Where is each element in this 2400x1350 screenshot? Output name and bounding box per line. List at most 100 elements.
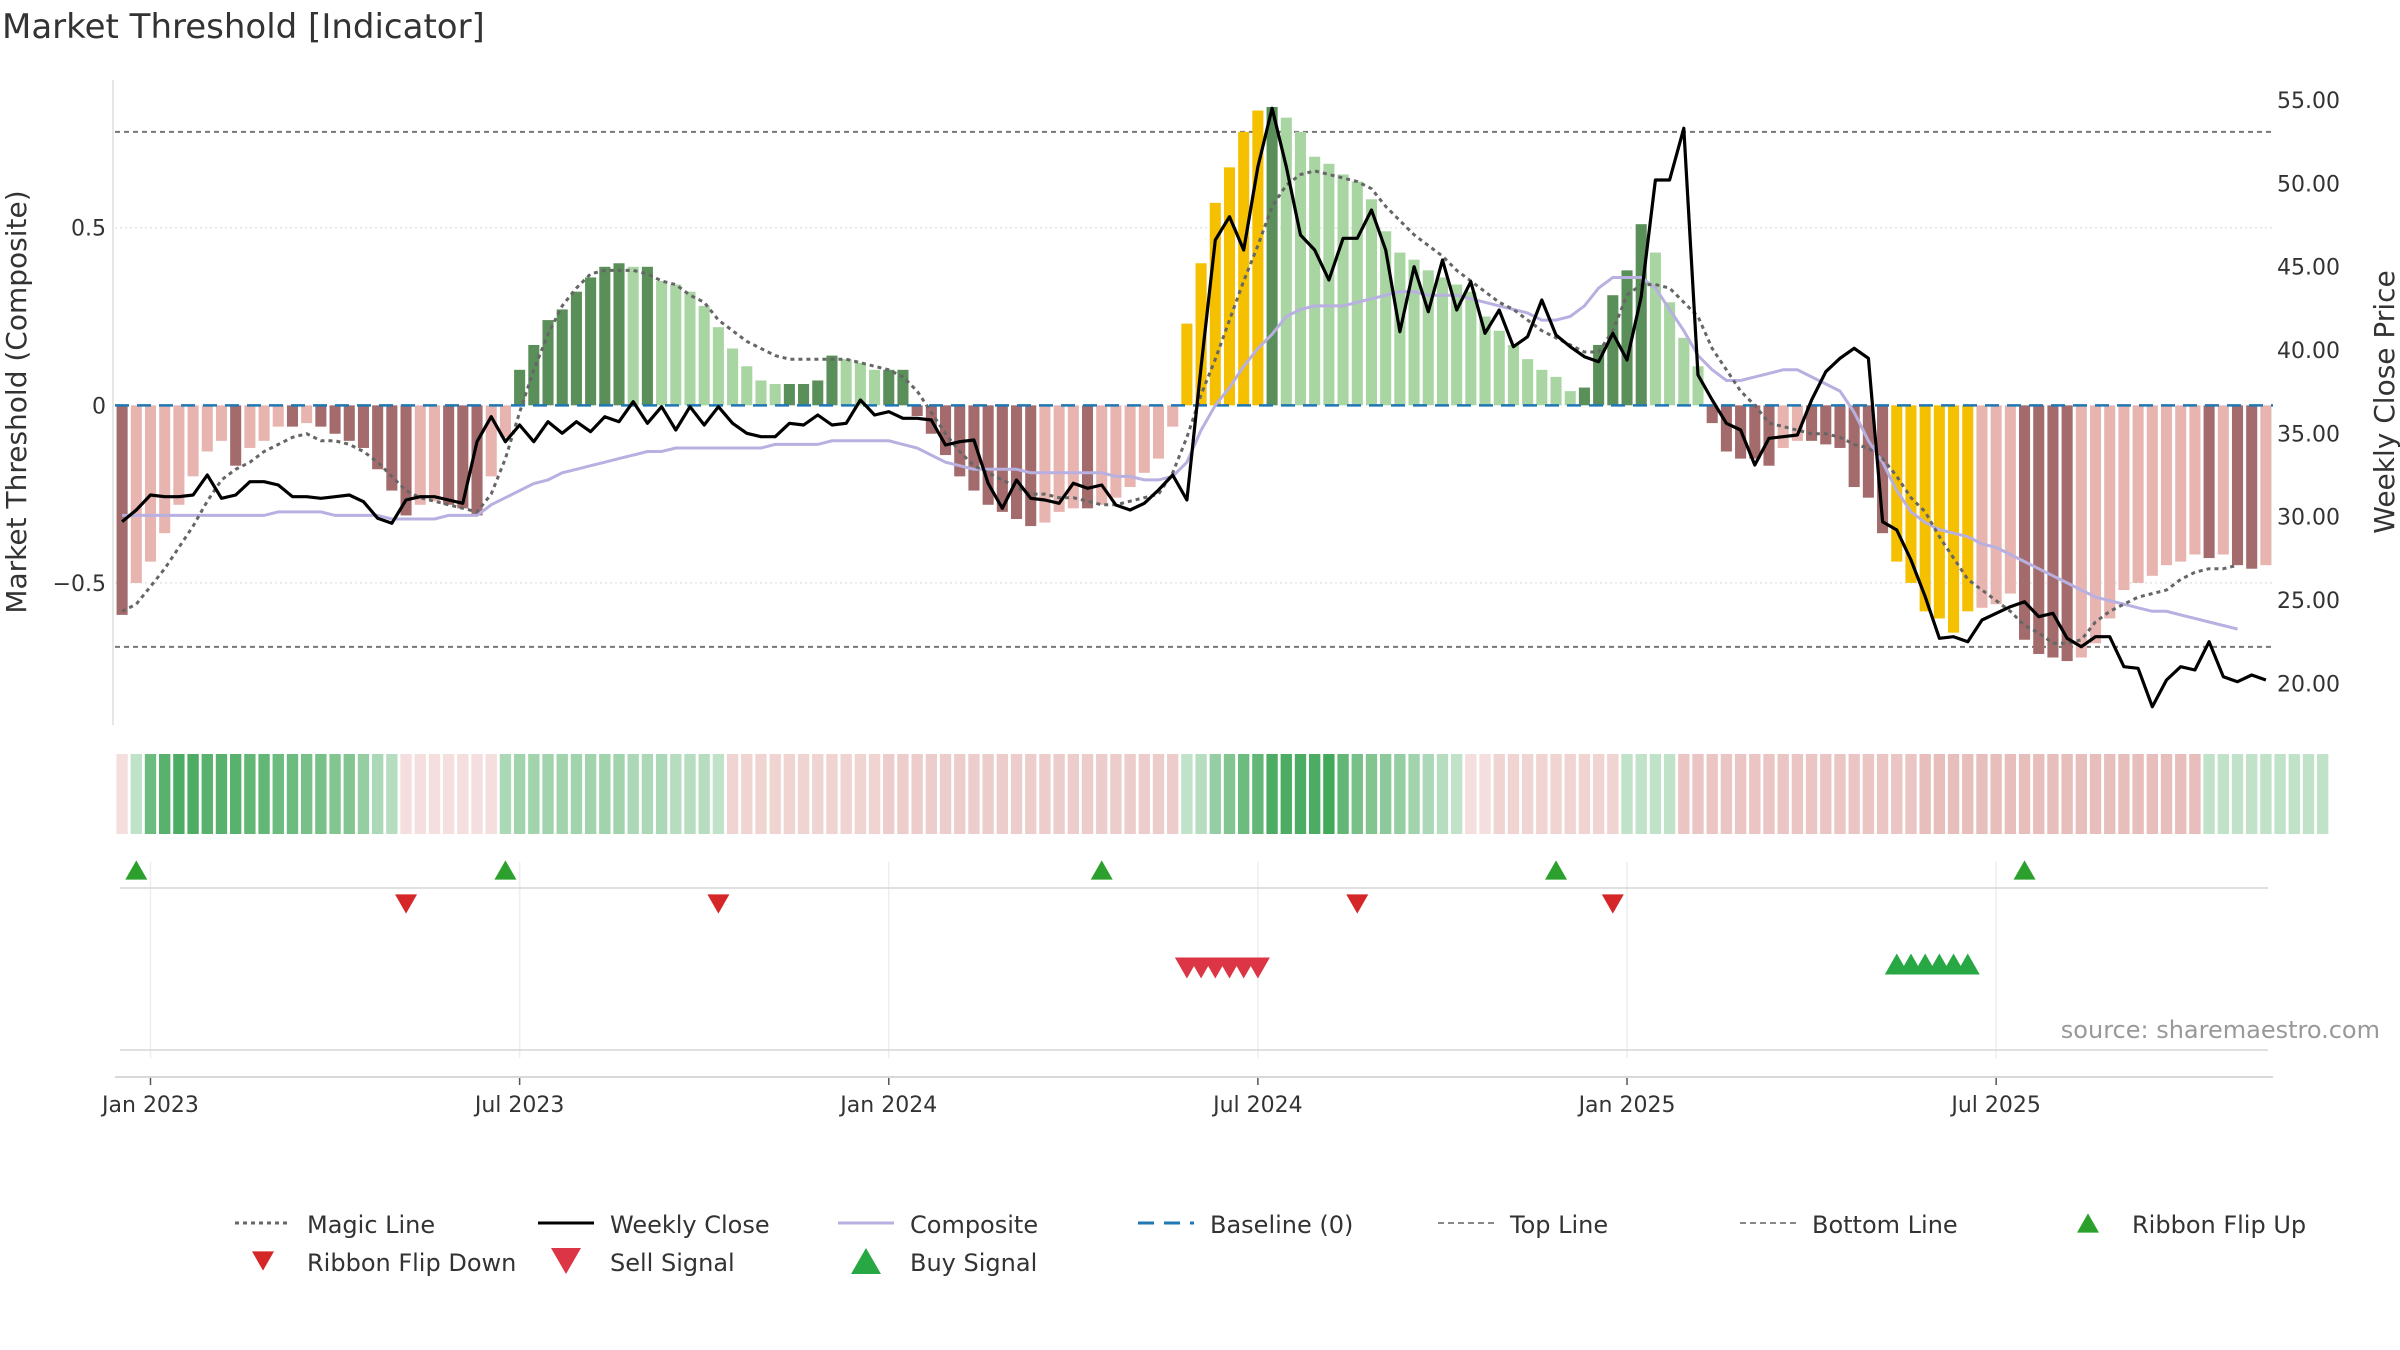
- ribbon-segment: [528, 754, 540, 834]
- ribbon-segment: [442, 754, 455, 834]
- composite-bar: [2104, 405, 2116, 619]
- source-note: source: sharemaestro.com: [2061, 1016, 2380, 1044]
- ribbon-segment: [1536, 754, 1548, 834]
- legend-label: Ribbon Flip Down: [307, 1249, 516, 1277]
- composite-bar: [1777, 405, 1789, 448]
- ribbon-segment: [599, 754, 611, 834]
- composite-bar: [159, 405, 171, 534]
- composite-bar: [301, 405, 313, 424]
- ribbon-flip-up-marker: [494, 860, 517, 880]
- ribbon-segment: [670, 754, 682, 834]
- ribbon-segment: [1138, 754, 1150, 834]
- y-tick-label-left: −0.5: [53, 572, 106, 597]
- ribbon-segment: [1876, 754, 1889, 834]
- ribbon-segment: [797, 754, 810, 834]
- ribbon-segment: [1820, 754, 1832, 834]
- ribbon-segment: [1720, 754, 1733, 834]
- ribbon-segment: [1905, 754, 1917, 834]
- composite-bar: [2189, 405, 2201, 555]
- ribbon-segment: [1465, 754, 1477, 834]
- ribbon-segment: [726, 754, 739, 834]
- y-tick-label-right: 55.00: [2277, 89, 2340, 114]
- composite-bar: [542, 320, 554, 406]
- ribbon-segment: [1323, 754, 1335, 834]
- composite-bar: [840, 359, 852, 406]
- composite-bar: [769, 384, 781, 406]
- composite-bar: [656, 281, 668, 406]
- ribbon-segment: [1351, 754, 1363, 834]
- legend-swatch: [252, 1251, 274, 1271]
- composite-bar: [258, 405, 270, 441]
- composite-bar: [1266, 106, 1278, 406]
- composite-bar: [1351, 181, 1363, 406]
- composite-bar: [1806, 405, 1818, 441]
- composite-bar: [272, 405, 284, 427]
- chart-title: Market Threshold [Indicator]: [2, 7, 485, 47]
- composite-bars: [116, 106, 2272, 662]
- composite-bar: [1181, 323, 1193, 406]
- ribbon-segment: [1834, 754, 1846, 834]
- legend-label: Baseline (0): [1210, 1211, 1353, 1239]
- composite-bar: [471, 405, 483, 516]
- ribbon-segment: [1450, 754, 1463, 834]
- ribbon-segment: [556, 754, 568, 834]
- ribbon-segment: [741, 754, 753, 834]
- ribbon-segment: [812, 754, 824, 834]
- ribbon-segment: [1252, 754, 1264, 834]
- ribbon-segment: [229, 754, 242, 834]
- ribbon-segment: [1294, 754, 1307, 834]
- ribbon-segment: [2047, 754, 2059, 834]
- legend-item: Sell Signal: [551, 1247, 735, 1277]
- ribbon-segment: [2175, 754, 2187, 834]
- buy-signal-marker: [1955, 953, 1980, 975]
- ribbon-segment: [2302, 754, 2315, 834]
- composite-bar: [1039, 405, 1051, 523]
- composite-bar: [357, 405, 369, 448]
- ribbon-segment: [1891, 754, 1903, 834]
- composite-bar: [1380, 231, 1392, 406]
- composite-bar: [414, 405, 426, 505]
- ribbon-segment: [272, 754, 284, 834]
- ribbon-segment: [1947, 754, 1960, 834]
- ribbon-segment: [1053, 754, 1065, 834]
- ribbon-segment: [201, 754, 213, 834]
- composite-bar: [968, 405, 980, 491]
- ribbon-segment: [1308, 754, 1321, 834]
- composite-bar: [1365, 199, 1378, 406]
- composite-bar: [1067, 405, 1079, 509]
- legend-label: Weekly Close: [610, 1211, 770, 1239]
- ribbon-segment: [1124, 754, 1136, 834]
- y-tick-label-right: 40.00: [2277, 339, 2340, 364]
- ribbon-segment: [1507, 754, 1520, 834]
- ribbon-segment: [371, 754, 384, 834]
- ribbon-segment: [1933, 754, 1946, 834]
- ribbon-segment: [2033, 754, 2045, 834]
- composite-bar: [343, 405, 355, 441]
- composite-bar: [528, 344, 540, 406]
- ribbon-segment: [2274, 754, 2286, 834]
- composite-bar: [2089, 405, 2102, 644]
- y-tick-label-left: 0.5: [71, 217, 106, 242]
- composite-bar: [1635, 224, 1647, 406]
- ribbon-segment: [613, 754, 625, 834]
- legend-swatch: [2077, 1213, 2099, 1233]
- ribbon-segment: [897, 754, 909, 834]
- ribbon-segment: [2217, 754, 2229, 834]
- composite-bar: [315, 405, 327, 427]
- ribbon-segment: [655, 754, 668, 834]
- ribbon-segment: [2317, 754, 2329, 834]
- ribbon-segment: [116, 754, 128, 834]
- composite-bar: [2019, 405, 2031, 640]
- ribbon-segment: [1181, 754, 1193, 834]
- composite-bar: [2146, 405, 2158, 576]
- composite-bar: [1621, 270, 1633, 406]
- ribbon-segment: [911, 754, 923, 834]
- composite-bar: [641, 266, 653, 406]
- ribbon-segment: [1152, 754, 1165, 834]
- composite-bar: [1593, 344, 1605, 406]
- legend-item: Composite: [838, 1211, 1038, 1239]
- ribbon-segment: [1238, 754, 1250, 834]
- ribbon-segment: [1379, 754, 1392, 834]
- ribbon-segment: [513, 754, 526, 834]
- ribbon-segment: [2132, 754, 2144, 834]
